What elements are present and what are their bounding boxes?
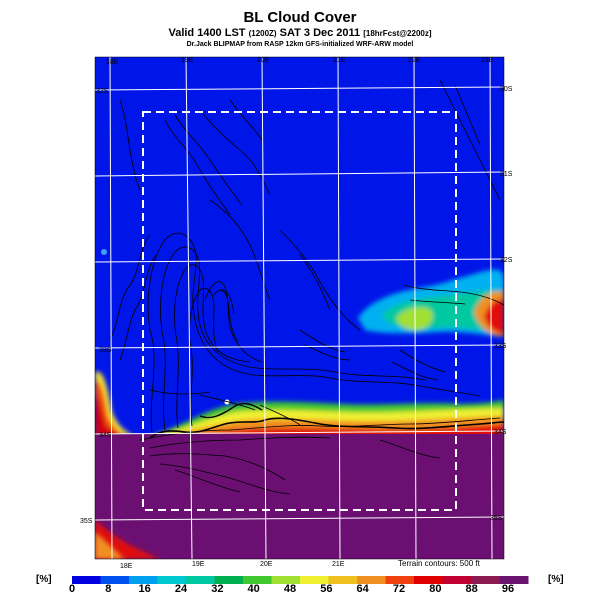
latlon-grid [95,57,504,559]
colorbar-label: 0 [69,583,75,595]
left-lat-label: 35S [80,518,93,525]
colorbar-swatch [243,576,272,584]
colorbar-swatch [300,576,329,584]
colorbar-swatch [129,576,158,584]
top-lon-label: 21E [333,57,346,64]
colorbar-swatch [72,576,101,584]
valid-date: SAT 3 Dec 2011 [279,27,361,39]
top-lon-labels: 18E 19E 20E 21E 22E 23E [106,57,494,66]
colorbar-swatch [357,576,386,584]
top-lon-label: 20E [257,57,270,64]
forecast-info: [18hrFcst@2200z] [363,29,432,38]
colorbar-swatch [414,576,443,584]
right-lat-labels: 30S 31S 32S 33S 34S 35S [490,86,513,522]
colorbar-swatch [442,576,472,584]
colorbar-swatch [186,576,215,584]
colorbar-label: 80 [429,583,441,595]
colorbar-label: 24 [175,583,188,595]
map-subtitle: Valid 1400 LST (1200Z) SAT 3 Dec 2011 [1… [0,27,600,39]
colorbar-label: 96 [502,583,514,595]
unit-label-left: [%] [36,574,52,585]
left-lat-labels: 32S 33S 34S 35S [80,88,112,525]
coastline [149,417,504,439]
overcast-field [95,434,504,559]
left-lat-label: 32S [96,88,109,95]
colorbar-swatch [271,576,301,584]
bottom-lon-labels: 18E 19E 20E 21E [120,561,345,570]
colorbar-label: 48 [284,583,296,595]
right-lat-label: 31S [500,171,513,178]
colorbar-swatch [385,576,415,584]
right-lat-label: 32S [500,257,513,264]
utc-time: (1200Z) [248,29,277,38]
right-lat-label: 33S [494,343,507,350]
colorbar-swatch [328,576,358,584]
colorbar-label: 72 [393,583,405,595]
valid-time: Valid 1400 LST [168,27,246,39]
colorbar-swatch [100,576,130,584]
bottom-lon-label: 19E [192,561,205,568]
colorbar-label: 40 [248,583,260,595]
terrain-contour-note: Terrain contours: 500 ft [398,559,480,568]
colorbar-label: 8 [105,583,111,595]
colorbar-swatch [499,576,529,584]
colorbar-swatch [214,576,244,584]
bottom-lon-label: 20E [260,561,273,568]
unit-label-right: [%] [548,574,564,585]
inner-domain-box [142,111,457,511]
colorbar: 0 8 16 24 32 40 48 56 64 72 80 88 96 [69,576,529,595]
left-lat-label: 34S [99,432,112,439]
left-lat-label: 33S [99,347,112,354]
top-lon-label: 19E [181,57,194,64]
colorbar-label: 56 [320,583,332,595]
map-title: BL Cloud Cover [243,9,357,26]
model-credit: Dr.Jack BLIPMAP from RASP 12km GFS-initi… [186,41,414,48]
top-lon-label: 18E [106,59,119,66]
colorbar-label: 64 [357,583,370,595]
colorbar-swatch [157,576,187,584]
right-lat-label: 34S [494,429,507,436]
colorbar-label: 16 [139,583,151,595]
bottom-lon-label: 18E [120,563,133,570]
colorbar-label: 32 [211,583,223,595]
terrain-contours [109,79,504,495]
right-lat-label: 35S [490,515,503,522]
bottom-lon-label: 21E [332,561,345,568]
top-lon-label: 23E [481,57,494,64]
colorbar-label: 88 [466,583,478,595]
colorbar-swatch [471,576,500,584]
top-lon-label: 22E [408,57,421,64]
right-lat-label: 30S [500,86,513,93]
